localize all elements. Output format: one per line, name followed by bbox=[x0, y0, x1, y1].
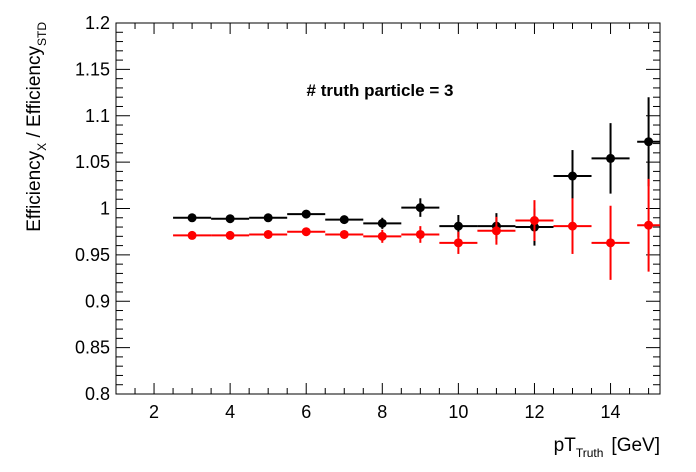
y-tick-label: 1.1 bbox=[85, 106, 110, 126]
x-axis-title-unit: [GeV] bbox=[611, 435, 660, 456]
axis-ticks bbox=[116, 22, 660, 395]
data-point bbox=[377, 218, 387, 228]
data-point bbox=[301, 227, 311, 237]
data-point bbox=[187, 213, 197, 223]
data-point bbox=[606, 153, 616, 163]
data-point bbox=[453, 221, 463, 231]
x-axis-title-main: pT bbox=[554, 435, 577, 456]
x-tick-label: 10 bbox=[448, 402, 468, 422]
y-tick-label: 0.95 bbox=[75, 245, 110, 265]
y-tick-label: 1 bbox=[100, 199, 110, 219]
y-axis-title-part1: Efficiency bbox=[24, 150, 45, 231]
data-point bbox=[453, 238, 463, 248]
data-point bbox=[377, 231, 387, 241]
data-point bbox=[568, 221, 578, 231]
y-tick-label: 0.8 bbox=[85, 384, 110, 404]
data-point bbox=[568, 171, 578, 181]
data-point bbox=[301, 209, 311, 219]
data-point bbox=[339, 215, 349, 225]
x-axis-title-subscript: Truth bbox=[576, 446, 604, 460]
data-point bbox=[415, 203, 425, 213]
x-axis-title: pTTruth [GeV] bbox=[554, 435, 660, 460]
y-tick-label: 1.05 bbox=[75, 152, 110, 172]
y-axis-title-separator: / Efficiency bbox=[24, 46, 45, 143]
y-tick-label: 1.2 bbox=[85, 13, 110, 33]
x-tick-label: 14 bbox=[601, 402, 621, 422]
data-point bbox=[415, 229, 425, 239]
y-axis-title-subscript-std: STD bbox=[35, 22, 49, 46]
data-point bbox=[644, 220, 654, 230]
data-point bbox=[491, 226, 501, 236]
y-axis-title-subscript-x: X bbox=[35, 143, 49, 151]
data-point bbox=[263, 229, 273, 239]
series-red bbox=[173, 178, 660, 280]
data-point bbox=[263, 213, 273, 223]
x-tick-label: 4 bbox=[225, 402, 235, 422]
data-point bbox=[225, 230, 235, 240]
axis-tick-labels: 0.8 0.85 0.9 0.95 1 1.05 1.1 1.15 1.2 2 4 6 8 10 12 14 bbox=[75, 13, 621, 422]
data-series bbox=[173, 97, 660, 280]
data-point bbox=[339, 229, 349, 239]
x-tick-label: 6 bbox=[301, 402, 311, 422]
y-tick-label: 0.85 bbox=[75, 338, 110, 358]
data-point bbox=[187, 230, 197, 240]
x-tick-label: 2 bbox=[149, 402, 159, 422]
y-axis-title: EfficiencyX / EfficiencySTD bbox=[24, 22, 49, 232]
data-point bbox=[225, 214, 235, 224]
data-point bbox=[529, 216, 539, 226]
y-tick-label: 0.9 bbox=[85, 291, 110, 311]
data-point bbox=[606, 238, 616, 248]
x-tick-label: 8 bbox=[377, 402, 387, 422]
chart-annotation: # truth particle = 3 bbox=[307, 81, 454, 100]
y-tick-label: 1.15 bbox=[75, 59, 110, 79]
x-tick-label: 12 bbox=[524, 402, 544, 422]
data-point bbox=[644, 137, 654, 147]
